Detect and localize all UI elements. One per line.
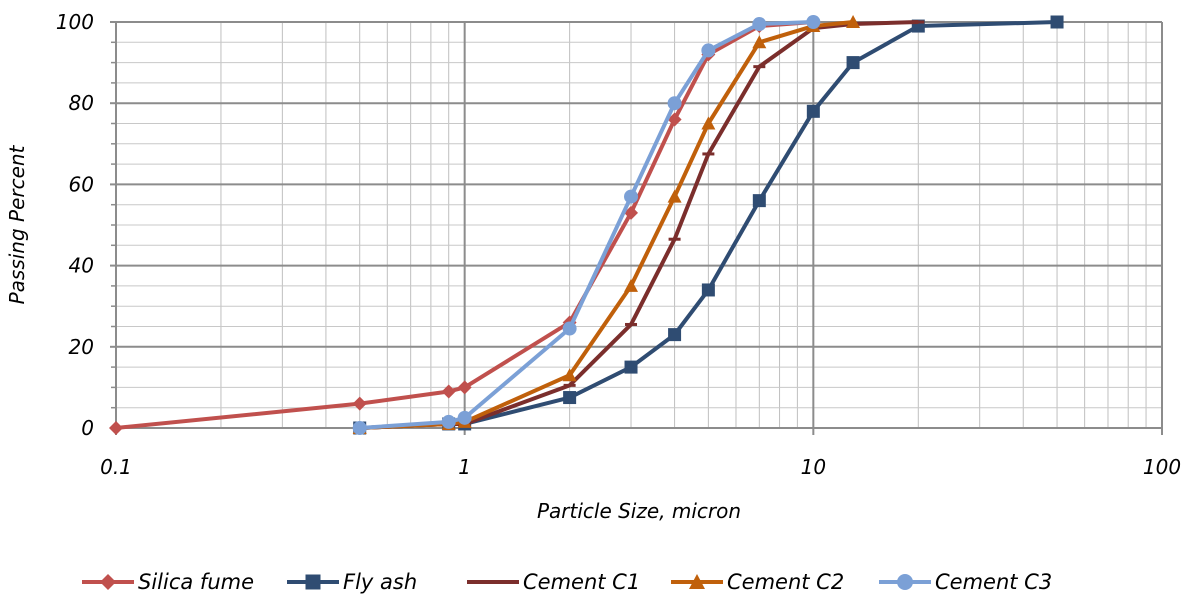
legend-item: Silica fume bbox=[82, 570, 254, 594]
data-point bbox=[701, 116, 716, 130]
data-point bbox=[752, 194, 766, 208]
legend-item: Fly ash bbox=[287, 570, 417, 594]
y-tick-label: 20 bbox=[69, 335, 94, 359]
data-point bbox=[667, 112, 682, 127]
x-tick-label: 1 bbox=[458, 455, 471, 479]
data-point bbox=[667, 189, 682, 203]
data-point bbox=[352, 421, 367, 435]
legend-label: Fly ash bbox=[343, 570, 417, 594]
data-point bbox=[457, 410, 472, 425]
data-point bbox=[562, 368, 577, 382]
series-layer bbox=[109, 15, 1064, 435]
y-tick-label: 80 bbox=[69, 91, 94, 115]
legend-swatch-marker bbox=[305, 574, 321, 590]
data-point bbox=[668, 328, 682, 342]
data-point bbox=[806, 104, 820, 118]
y-tick-label: 40 bbox=[69, 254, 94, 278]
legend: Silica fume Fly ash Cement C1 Cement C2 Ceme… bbox=[82, 570, 1052, 594]
data-point bbox=[846, 15, 861, 28]
legend-label: Cement C3 bbox=[935, 570, 1052, 594]
data-point bbox=[562, 321, 577, 336]
data-point bbox=[441, 414, 456, 429]
data-point bbox=[457, 380, 472, 395]
data-point bbox=[668, 237, 681, 241]
y-tick-label: 60 bbox=[69, 172, 94, 196]
y-tick-label: 100 bbox=[56, 10, 94, 34]
data-point bbox=[701, 283, 715, 297]
x-axis-title: Particle Size, micron bbox=[537, 499, 741, 523]
tick-labels: 0 20 40 60 80 100 0.1 1 10 100 bbox=[56, 10, 1181, 479]
data-point bbox=[846, 56, 860, 70]
legend-swatch-marker bbox=[897, 574, 913, 590]
x-tick-label: 100 bbox=[1143, 455, 1181, 479]
series-cement-c3 bbox=[352, 15, 821, 435]
legend-swatch-marker bbox=[487, 580, 499, 584]
legend-item: Cement C2 bbox=[671, 570, 844, 594]
data-point bbox=[624, 205, 639, 220]
data-point bbox=[702, 152, 715, 156]
data-point bbox=[701, 43, 716, 58]
data-point bbox=[752, 17, 767, 32]
data-point bbox=[624, 189, 639, 204]
data-point bbox=[563, 383, 576, 387]
legend-label: Cement C2 bbox=[727, 570, 844, 594]
data-point bbox=[912, 20, 925, 24]
y-axis-title: Passing Percent bbox=[5, 144, 29, 304]
x-tick-label: 10 bbox=[801, 455, 826, 479]
data-point bbox=[625, 322, 638, 326]
data-point bbox=[109, 421, 123, 435]
series-line bbox=[359, 20, 854, 430]
data-point bbox=[1050, 15, 1064, 29]
data-point bbox=[752, 35, 767, 49]
minor-gridlines bbox=[116, 22, 1162, 428]
data-point bbox=[753, 65, 766, 69]
legend-item: Cement C1 bbox=[467, 570, 640, 594]
data-point bbox=[624, 360, 638, 374]
legend-swatch-marker bbox=[689, 574, 705, 589]
legend-label: Silica fume bbox=[138, 570, 254, 594]
legend-label: Cement C1 bbox=[523, 570, 640, 594]
legend-item: Cement C3 bbox=[879, 570, 1052, 594]
data-point bbox=[352, 396, 367, 411]
data-point bbox=[667, 96, 682, 111]
y-tick-label: 0 bbox=[81, 416, 94, 440]
x-tick-label: 0.1 bbox=[100, 455, 132, 479]
data-point bbox=[441, 384, 456, 399]
data-point bbox=[624, 278, 639, 292]
data-point bbox=[563, 391, 577, 405]
legend-swatch-marker bbox=[100, 574, 116, 590]
series-line bbox=[115, 20, 814, 430]
data-point bbox=[806, 15, 821, 29]
